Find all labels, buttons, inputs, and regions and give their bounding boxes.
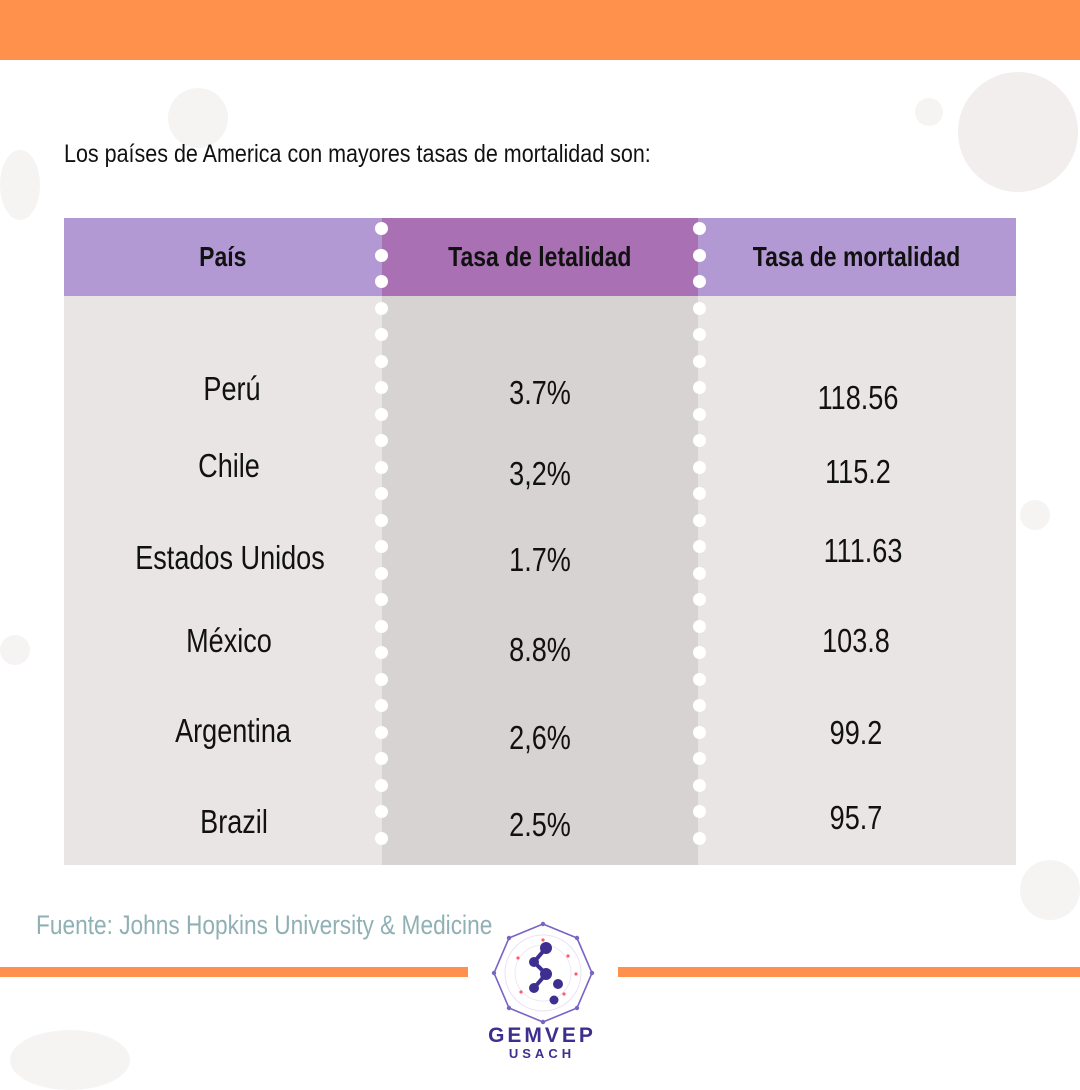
divider-dot xyxy=(693,487,706,500)
table-cell-letalidad: 1.7% xyxy=(509,541,571,578)
footer-line-left xyxy=(0,967,468,977)
divider-dot xyxy=(693,460,706,474)
divider-dot xyxy=(693,328,706,341)
footer-line-right xyxy=(618,967,1080,977)
divider-dot xyxy=(693,381,706,394)
virus-decoration-icon xyxy=(0,150,40,220)
divider-dot xyxy=(375,328,388,341)
virus-decoration-icon xyxy=(10,1030,130,1090)
table-cell-mortalidad: 99.2 xyxy=(829,714,883,751)
divider-dot xyxy=(693,513,706,527)
gemvep-logo-icon xyxy=(491,921,595,1025)
divider-dot xyxy=(375,699,388,712)
header-mortalidad-label: Tasa de mortalidad xyxy=(753,241,961,272)
divider-dot xyxy=(375,487,388,500)
column-body-letalidad: 3.7% 3,2% 1.7% 8.8% 2,6% 2.5% xyxy=(382,296,698,865)
virus-decoration-icon xyxy=(0,635,30,665)
divider-dot xyxy=(693,222,706,235)
divider-dot xyxy=(693,752,706,765)
column-pais: País Perú Chile Estados Unidos México Ar… xyxy=(64,218,382,865)
table-cell-pais: Perú xyxy=(203,370,261,407)
table-cell-letalidad: 3,2% xyxy=(509,455,571,492)
table-cell-letalidad: 3.7% xyxy=(509,374,571,411)
divider-dot xyxy=(375,778,388,792)
top-accent-bar xyxy=(0,0,1080,60)
table-cell-pais: Chile xyxy=(198,447,260,484)
table-cell-pais: Argentina xyxy=(175,712,291,749)
divider-dot xyxy=(693,301,706,315)
virus-decoration-icon xyxy=(958,72,1078,192)
table-cell-mortalidad: 95.7 xyxy=(829,799,883,836)
divider-dot xyxy=(693,354,706,368)
table-cell-mortalidad: 111.63 xyxy=(823,532,903,569)
column-body-pais: Perú Chile Estados Unidos México Argenti… xyxy=(64,296,382,865)
divider-dot xyxy=(375,354,388,368)
divider-dot xyxy=(375,725,388,739)
column-letalidad: Tasa de letalidad 3.7% 3,2% 1.7% 8.8% 2,… xyxy=(382,218,698,865)
divider-dot xyxy=(375,672,388,686)
divider-dot xyxy=(375,275,388,288)
header-mortalidad: Tasa de mortalidad xyxy=(698,218,1016,296)
mortality-table: País Perú Chile Estados Unidos México Ar… xyxy=(64,218,1016,865)
divider-dot xyxy=(375,434,388,447)
header-pais-label: País xyxy=(199,241,247,272)
header-pais: País xyxy=(64,218,382,296)
divider-dot xyxy=(375,619,388,633)
table-cell-letalidad: 2.5% xyxy=(509,806,571,843)
divider-dot xyxy=(375,407,388,421)
divider-dot xyxy=(693,672,706,686)
divider-dot xyxy=(693,407,706,421)
table-cell-pais: Brazil xyxy=(200,803,268,840)
virus-decoration-icon xyxy=(168,88,228,148)
table-cell-letalidad: 2,6% xyxy=(509,719,571,756)
divider-dot xyxy=(693,699,706,712)
divider-dot xyxy=(375,831,388,845)
divider-dot xyxy=(375,593,388,606)
column-body-mortalidad: 118.56 115.2 111.63 103.8 99.2 95.7 xyxy=(698,296,1016,865)
virus-decoration-icon xyxy=(1020,500,1050,530)
virus-decoration-icon xyxy=(915,98,943,126)
divider-dot xyxy=(693,540,706,553)
divider-dot xyxy=(375,460,388,474)
table-cell-pais: México xyxy=(186,622,272,659)
divider-dot xyxy=(375,566,388,580)
divider-dot xyxy=(693,593,706,606)
divider-dot xyxy=(693,646,706,659)
divider-dot xyxy=(375,301,388,315)
table-cell-pais: Estados Unidos xyxy=(135,539,325,576)
column-mortalidad: Tasa de mortalidad 118.56 115.2 111.63 1… xyxy=(698,218,1016,865)
divider-dot xyxy=(375,540,388,553)
header-letalidad: Tasa de letalidad xyxy=(382,218,698,296)
intro-text: Los países de America con mayores tasas … xyxy=(64,140,651,168)
logo-name: GEMVEP xyxy=(488,1024,596,1047)
divider-dot xyxy=(375,248,388,262)
column-divider xyxy=(693,218,707,865)
divider-dot xyxy=(693,566,706,580)
divider-dot xyxy=(693,778,706,792)
column-divider xyxy=(375,218,389,865)
divider-dot xyxy=(375,646,388,659)
table-cell-letalidad: 8.8% xyxy=(509,631,571,668)
divider-dot xyxy=(693,248,706,262)
divider-dot xyxy=(375,513,388,527)
divider-dot xyxy=(693,619,706,633)
logo-subtitle: USACH xyxy=(508,1046,576,1061)
table-cell-mortalidad: 115.2 xyxy=(825,453,891,490)
divider-dot xyxy=(693,805,706,818)
divider-dot xyxy=(693,725,706,739)
source-credit: Fuente: Johns Hopkins University & Medic… xyxy=(36,910,493,940)
table-cell-mortalidad: 103.8 xyxy=(822,622,890,659)
divider-dot xyxy=(375,805,388,818)
divider-dot xyxy=(375,752,388,765)
divider-dot xyxy=(693,831,706,845)
table-cell-mortalidad: 118.56 xyxy=(817,379,899,416)
virus-decoration-icon xyxy=(1020,860,1080,920)
divider-dot xyxy=(375,222,388,235)
header-letalidad-label: Tasa de letalidad xyxy=(448,241,632,272)
divider-dot xyxy=(693,275,706,288)
divider-dot xyxy=(375,381,388,394)
divider-dot xyxy=(693,434,706,447)
